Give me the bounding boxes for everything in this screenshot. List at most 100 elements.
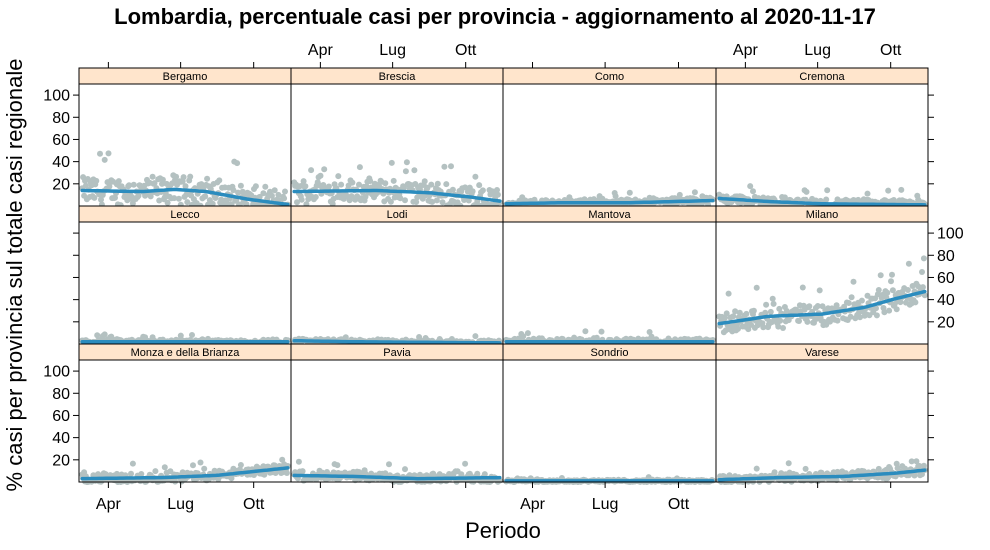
x-tick-label: Apr xyxy=(308,42,334,59)
data-point xyxy=(469,188,476,195)
data-point xyxy=(262,183,269,190)
data-point xyxy=(824,187,831,194)
panel-border xyxy=(502,221,717,345)
panel-pavia: Pavia xyxy=(290,343,504,485)
data-point xyxy=(161,464,168,471)
data-point xyxy=(799,284,806,291)
data-point xyxy=(95,471,102,478)
data-point xyxy=(845,300,852,306)
data-point xyxy=(776,305,783,312)
data-point xyxy=(490,190,497,197)
strip-label: Varese xyxy=(805,347,839,359)
data-point xyxy=(806,303,813,310)
data-point xyxy=(911,472,918,479)
data-point xyxy=(302,183,309,190)
data-point xyxy=(847,313,854,320)
strip-label: Milano xyxy=(806,209,838,221)
data-point xyxy=(324,469,330,475)
data-point xyxy=(913,458,920,465)
data-point xyxy=(282,188,288,195)
data-point xyxy=(898,186,905,193)
data-point xyxy=(494,191,501,198)
data-point xyxy=(916,462,923,469)
data-point xyxy=(921,292,928,299)
strip-label: Bergamo xyxy=(163,71,208,83)
data-point xyxy=(780,325,786,331)
data-point xyxy=(164,199,171,206)
data-point xyxy=(413,199,420,205)
data-point xyxy=(889,287,896,294)
data-point xyxy=(770,300,777,307)
data-point xyxy=(646,329,653,335)
trend-line xyxy=(717,196,927,207)
strip-label: Brescia xyxy=(379,71,417,83)
data-point xyxy=(814,303,821,309)
data-point xyxy=(823,196,830,203)
trend-line xyxy=(292,188,502,203)
y-tick-label: 40 xyxy=(937,292,955,309)
data-point xyxy=(848,294,855,301)
data-point xyxy=(152,468,159,475)
data-point xyxy=(857,314,863,321)
data-point xyxy=(750,188,756,195)
data-point xyxy=(433,197,440,204)
data-point xyxy=(474,470,481,477)
panel-border xyxy=(78,221,292,345)
data-point xyxy=(465,197,472,204)
data-point xyxy=(180,174,187,181)
data-point xyxy=(449,186,456,193)
data-point xyxy=(317,172,324,179)
data-point xyxy=(237,182,244,189)
y-tick-label: 20 xyxy=(937,314,955,331)
data-point xyxy=(335,173,342,180)
data-point xyxy=(135,192,142,199)
x-axis-title: Periodo xyxy=(465,518,541,543)
data-point xyxy=(881,309,888,316)
data-point xyxy=(850,278,857,285)
data-point xyxy=(905,472,912,479)
data-point xyxy=(187,173,194,180)
data-point xyxy=(91,194,98,201)
data-point xyxy=(753,284,760,291)
x-tick-label: Ott xyxy=(668,496,690,513)
data-point xyxy=(691,189,698,196)
data-point xyxy=(524,330,531,337)
data-point xyxy=(889,271,895,278)
data-point xyxy=(753,465,760,472)
data-point xyxy=(920,255,927,262)
data-point xyxy=(190,462,196,469)
trend-line xyxy=(292,338,502,345)
data-point xyxy=(802,465,809,472)
panel-border xyxy=(290,221,504,345)
data-point xyxy=(873,305,879,312)
data-point xyxy=(520,333,527,340)
data-point xyxy=(439,199,446,206)
data-point xyxy=(743,310,750,317)
trend-line xyxy=(80,466,290,481)
panel-mantova: Mantova xyxy=(502,205,717,347)
data-point xyxy=(329,200,336,207)
data-point xyxy=(833,302,840,309)
data-point xyxy=(235,189,242,196)
data-point xyxy=(252,183,259,190)
x-tick-label: Apr xyxy=(96,496,122,513)
data-points xyxy=(79,150,291,209)
data-point xyxy=(138,471,145,477)
data-point xyxy=(462,460,469,467)
data-point xyxy=(367,178,374,184)
data-point xyxy=(428,181,435,188)
trend-line xyxy=(504,198,715,206)
y-tick-label: 40 xyxy=(52,430,70,447)
y-tick-label: 40 xyxy=(52,154,70,171)
data-point xyxy=(411,167,418,174)
panel-brescia: Brescia xyxy=(290,67,504,209)
data-point xyxy=(177,332,184,339)
data-point xyxy=(362,193,369,200)
data-point xyxy=(785,460,792,467)
data-point xyxy=(129,460,136,467)
data-point xyxy=(283,470,290,476)
y-tick-label: 100 xyxy=(937,226,964,243)
data-point xyxy=(390,177,397,184)
data-point xyxy=(202,193,209,200)
data-point xyxy=(904,287,911,293)
